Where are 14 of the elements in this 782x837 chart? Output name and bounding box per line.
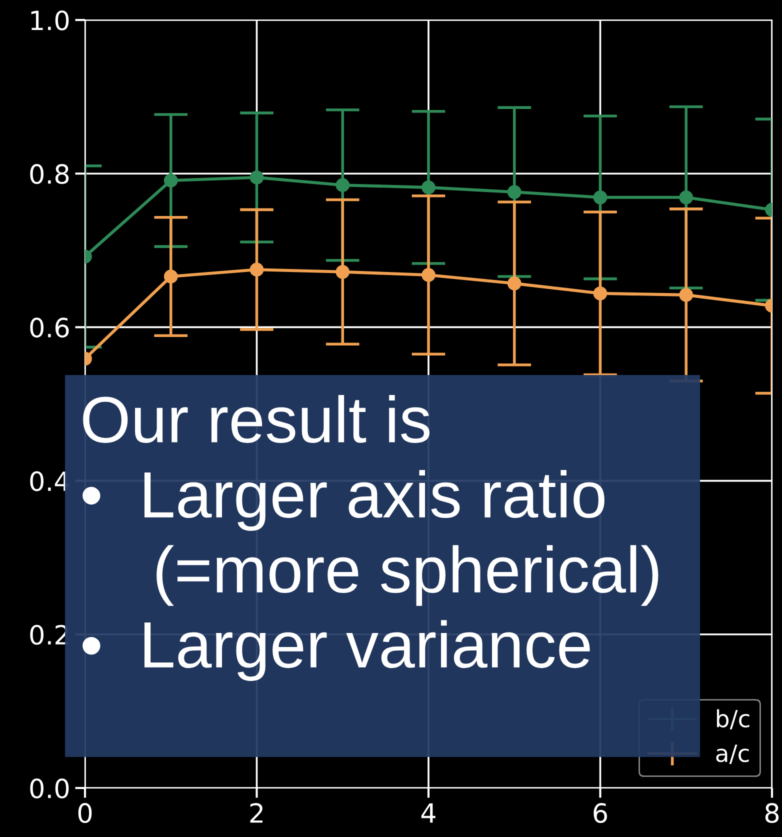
- x-tick-label: 2: [250, 803, 262, 823]
- y-tick-label: 0.8: [30, 164, 69, 184]
- y-tick-label: 0.2: [30, 624, 68, 645]
- x-tick-label: 0: [78, 803, 92, 824]
- y-tick-label: 0.6: [30, 318, 69, 338]
- x-tick-label: 4: [421, 803, 436, 823]
- y-tick-label: 1.0: [31, 10, 69, 30]
- y-tick-label: 0.0: [30, 778, 69, 798]
- legend-label: b/c: [716, 709, 750, 730]
- x-tick-label: 8: [765, 803, 779, 824]
- annotation: Our result is • Larger axis ratio (=more spherical) • Larger variance: [82, 395, 658, 681]
- x-tick-label: 6: [594, 803, 607, 824]
- legend-label: a/c: [716, 744, 749, 764]
- y-tick-label: 0.4: [30, 471, 69, 492]
